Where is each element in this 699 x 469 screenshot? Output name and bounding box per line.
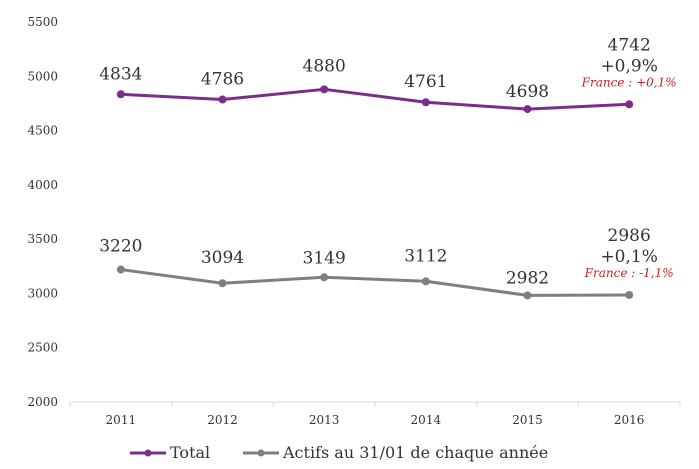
data-label: 4834: [99, 64, 142, 84]
legend-label: Total: [170, 443, 210, 462]
data-point: [625, 100, 634, 109]
y-tick-label: 3000: [27, 286, 58, 300]
change-label: +0,1%: [600, 247, 657, 267]
y-tick-label: 3500: [27, 232, 58, 246]
data-label: 4698: [506, 82, 549, 102]
x-tick-label: 2015: [512, 413, 543, 427]
france-annotation: France : -1,1%: [584, 266, 674, 280]
x-tick-label: 2013: [309, 413, 340, 427]
data-point: [523, 105, 532, 114]
data-label: 4742: [608, 35, 651, 55]
data-point: [320, 85, 329, 94]
y-tick-label: 2000: [27, 395, 58, 409]
legend: Total Actifs au 31/01 de chaque année: [130, 443, 548, 462]
y-tick-label: 2500: [27, 341, 58, 355]
legend-marker: [144, 449, 152, 457]
series-layer: [116, 85, 634, 300]
data-point: [218, 95, 227, 104]
data-label: 4880: [303, 56, 346, 76]
y-tick-label: 5000: [27, 69, 58, 83]
y-tick-label: 4500: [27, 124, 58, 138]
france-annotation: France : +0,1%: [581, 75, 677, 89]
data-label: 4761: [404, 72, 447, 92]
y-tick-label: 5500: [27, 15, 58, 29]
change-label: +0,9%: [600, 56, 657, 76]
series-line: [120, 268, 630, 297]
data-label: 3149: [303, 248, 346, 268]
data-point: [116, 90, 125, 99]
legend-label: Actifs au 31/01 de chaque année: [282, 443, 548, 462]
data-label: 3112: [404, 246, 447, 266]
x-tick-label: 2011: [106, 413, 137, 427]
label-layer: 4834 4786 4880 4761 4698 4742+0,9%France : +0…: [99, 35, 676, 288]
data-point: [421, 98, 430, 107]
axis-layer: 2000 2500 3000 3500 4000 4500 5000 5500 2011 2012…: [27, 15, 681, 427]
data-point: [625, 290, 634, 299]
x-tick-label: 2016: [614, 413, 645, 427]
data-point: [320, 273, 329, 282]
data-point: [218, 279, 227, 288]
x-tick-label: 2014: [411, 413, 442, 427]
data-label: 2982: [506, 268, 549, 288]
x-tick-label: 2012: [207, 413, 238, 427]
data-label: 4786: [201, 70, 244, 90]
data-point: [523, 291, 532, 300]
data-label: 3220: [99, 237, 142, 257]
data-point: [116, 265, 125, 274]
data-point: [421, 277, 430, 286]
data-label: 3094: [201, 248, 244, 268]
y-tick-label: 4000: [27, 178, 58, 192]
data-label: 2986: [608, 226, 651, 246]
series-line: [120, 87, 630, 111]
legend-marker: [257, 449, 265, 457]
